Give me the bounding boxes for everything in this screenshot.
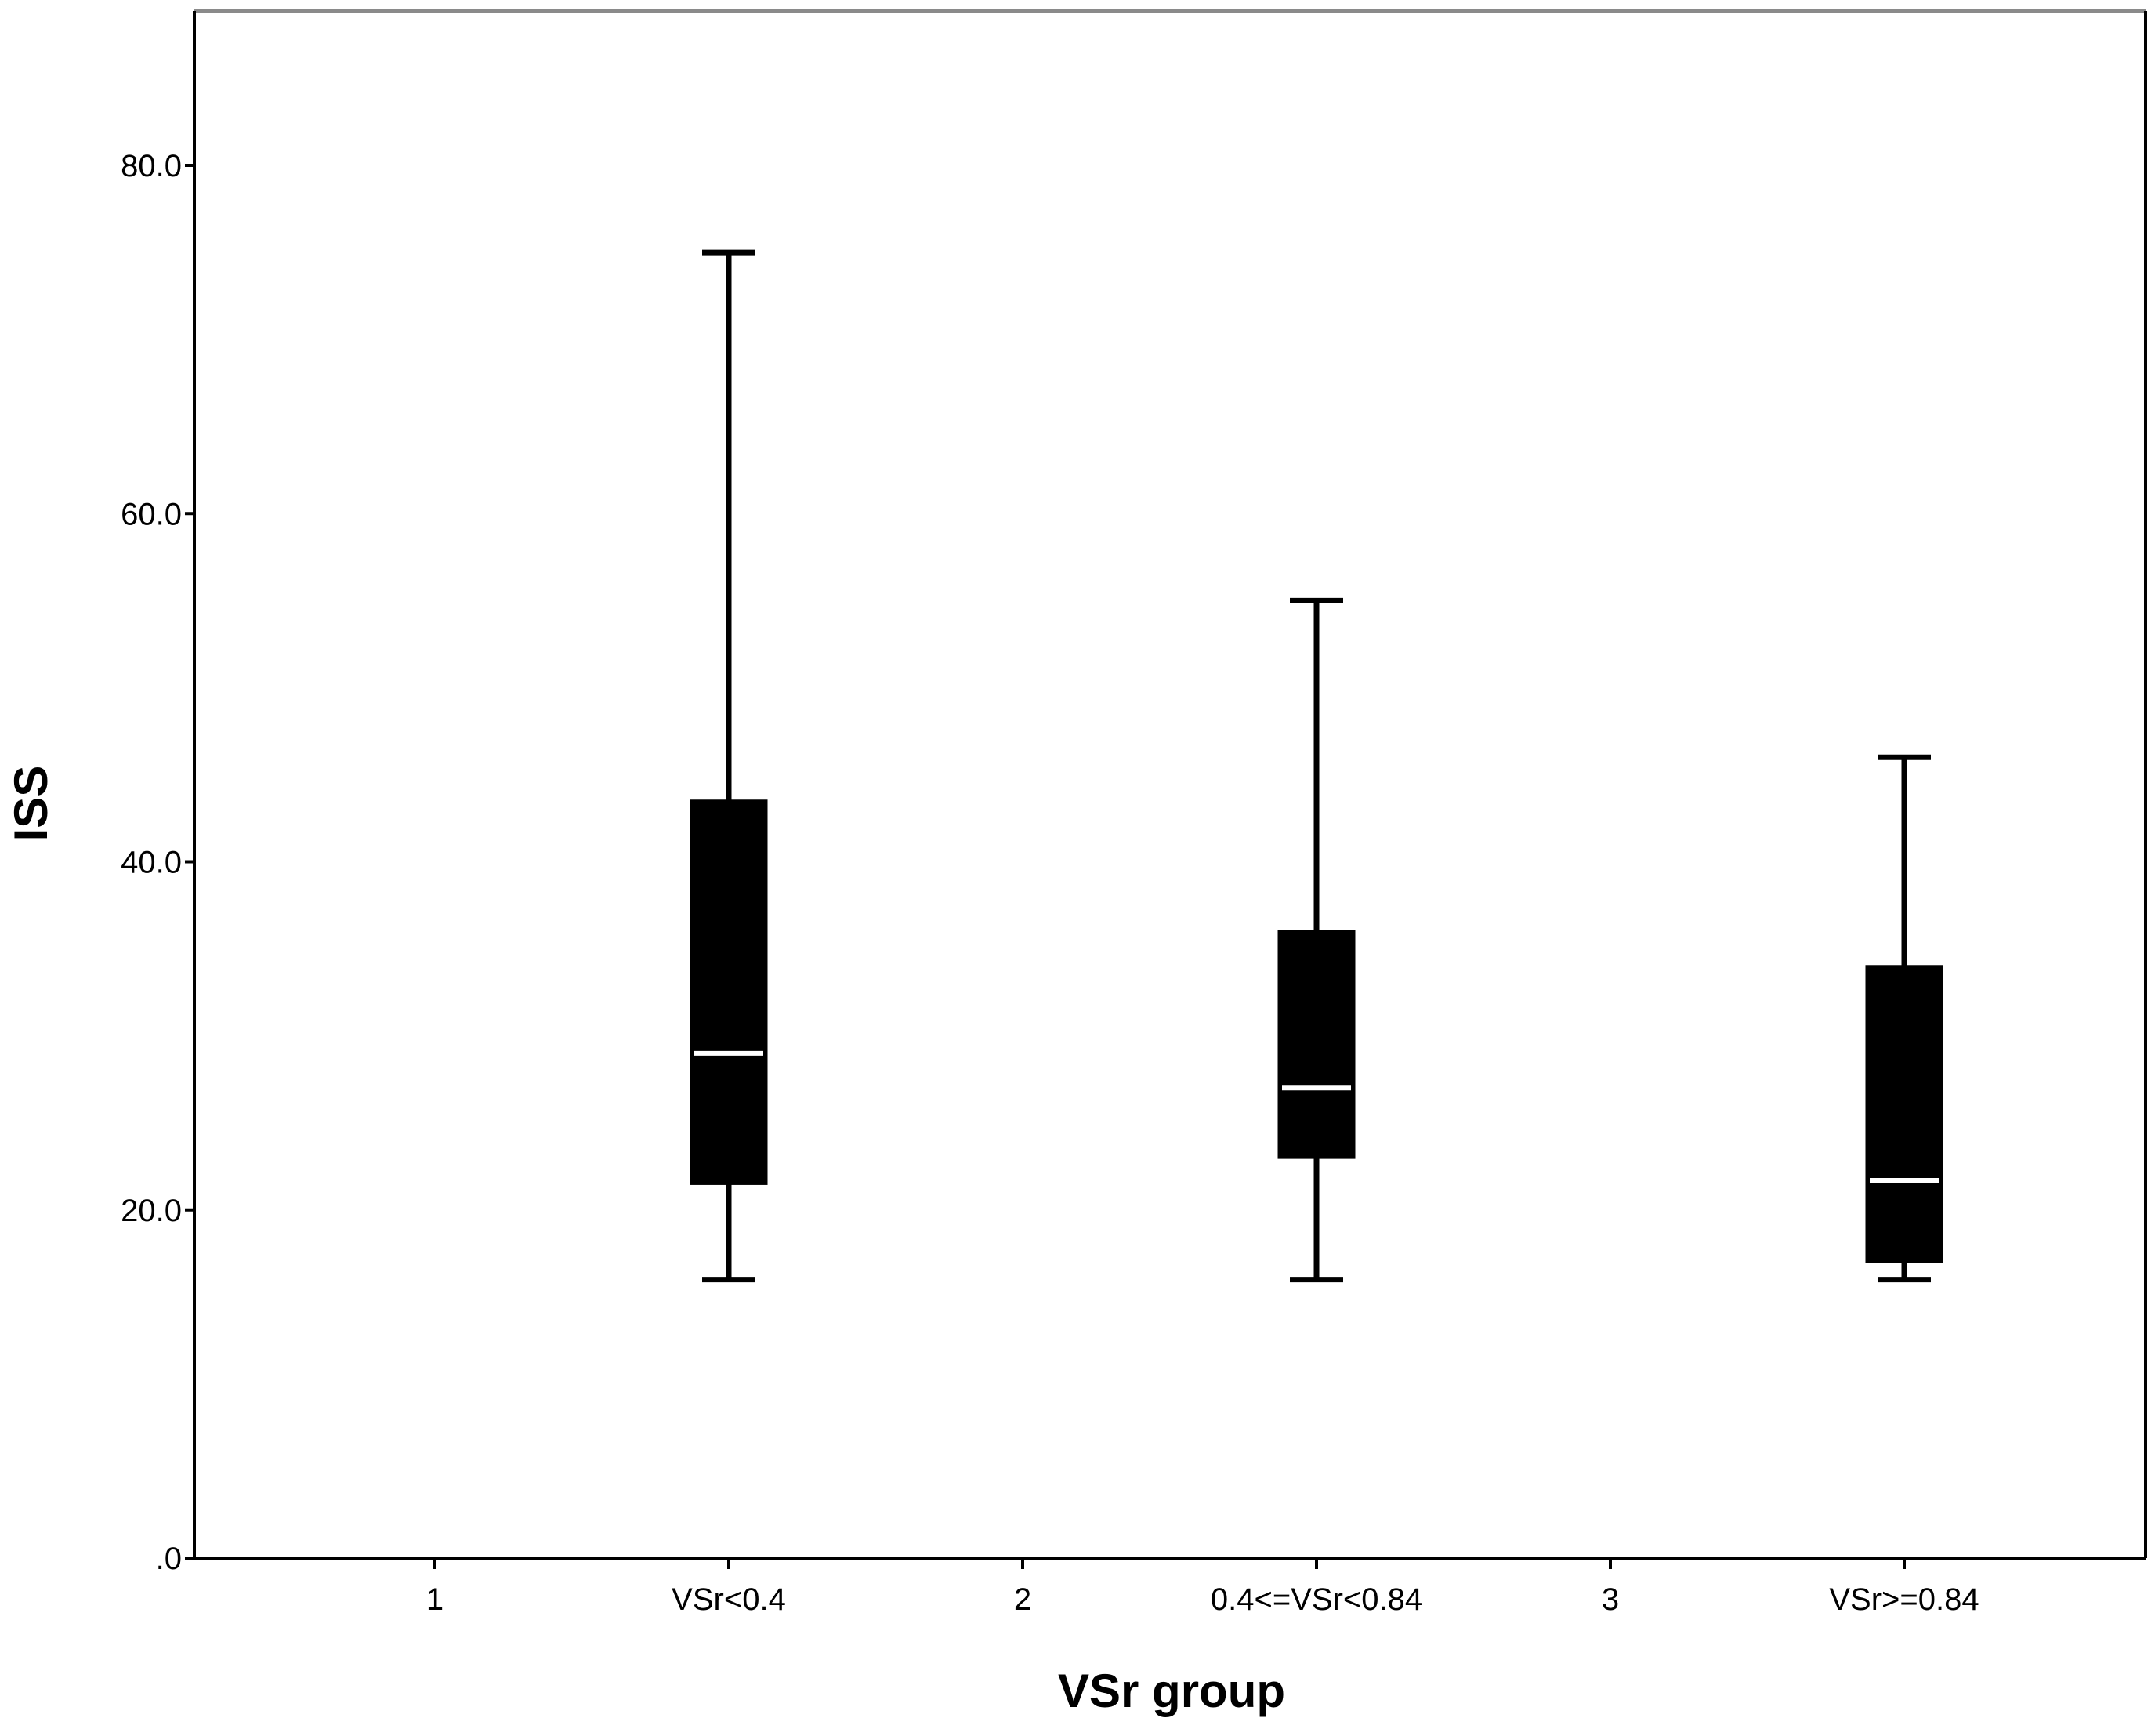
x-tick-label: 0.4<=VSr<0.84 (1211, 1582, 1422, 1617)
x-tick-label: VSr<0.4 (672, 1582, 786, 1617)
box-group (1865, 754, 1943, 1283)
y-tick-label: 60.0 (121, 497, 182, 531)
iqr-box (690, 799, 768, 1185)
y-tick-label: 40.0 (121, 846, 182, 880)
x-tick-label: VSr>=0.84 (1829, 1582, 1979, 1617)
iqr-box (1277, 930, 1356, 1159)
iqr-box (1865, 965, 1943, 1263)
y-axis-ticks: .0 20.0 40.0 60.0 80.0 (121, 149, 194, 1576)
x-axis-title: VSr group (1058, 1665, 1285, 1717)
y-tick-label: .0 (156, 1542, 182, 1576)
y-axis-title: ISS (5, 766, 57, 842)
box-group (1277, 597, 1356, 1283)
box-group (690, 249, 768, 1283)
x-axis-ticks: 1 VSr<0.4 2 0.4<=VSr<0.84 3 VSr>=0.84 (426, 1558, 1979, 1617)
box-series (690, 249, 1943, 1283)
y-tick-label: 80.0 (121, 149, 182, 183)
x-tick-label: 3 (1602, 1582, 1619, 1617)
x-tick-label: 1 (426, 1582, 444, 1617)
x-tick-label: 2 (1014, 1582, 1031, 1617)
y-tick-label: 20.0 (121, 1194, 182, 1228)
